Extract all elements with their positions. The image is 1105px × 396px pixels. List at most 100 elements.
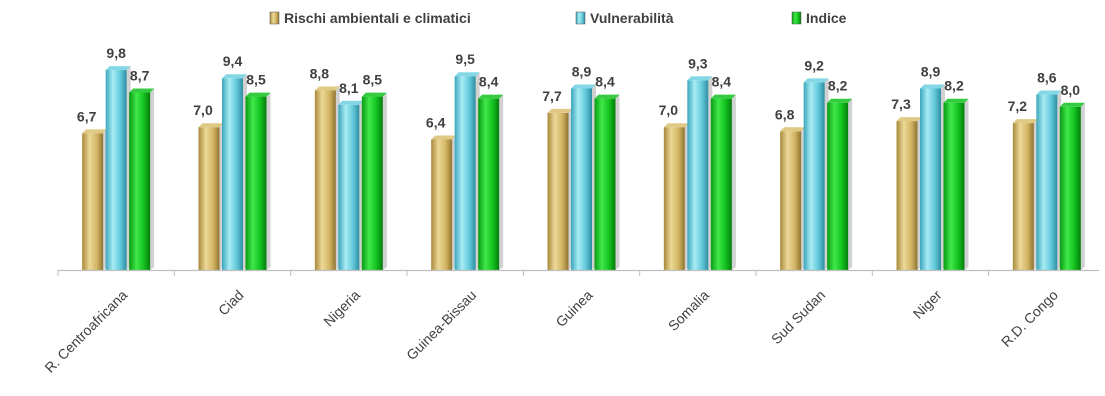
bar-top-indice-guinea [594,94,620,99]
data-label-indice-sud-sudan: 8,2 [828,78,848,94]
bar-top-vulnerabilita-niger [920,84,945,89]
tick-label-sud-sudan: Sud Sudan [768,287,828,347]
bar-indice-nigeria [361,96,383,270]
data-label-vulnerabilita-sud-sudan: 9,2 [804,57,824,73]
bar-top-indice-r-centroafricana [129,88,155,93]
bar-top-rischi-ambientali-e-climatici-ciad [198,123,224,128]
bar-side-indice-nigeria [382,92,387,270]
tick-label-ciad: Ciad [215,287,247,319]
bar-indice-guinea-bissau [478,98,500,270]
bar-side-indice-guinea [615,94,620,270]
bar-top-rischi-ambientali-e-climatici-guinea-bissau [431,135,457,140]
bar-indice-niger [943,102,965,270]
bar-top-vulnerabilita-r-d-congo [1036,90,1062,95]
bar-rischi-ambientali-e-climatici-r-centroafricana [82,133,104,270]
bar-indice-sud-sudan [827,102,849,270]
data-label-rischi-ambientali-e-climatici-r-d-congo: 7,2 [1008,98,1028,114]
bar-rischi-ambientali-e-climatici-r-d-congo [1012,123,1034,271]
bar-side-indice-r-centroafricana [150,88,155,271]
bar-rischi-ambientali-e-climatici-guinea [547,112,569,270]
bar-vulnerabilita-nigeria [338,104,360,270]
bar-top-vulnerabilita-somalia [687,76,713,81]
data-label-indice-nigeria: 8,5 [363,72,383,88]
bar-top-rischi-ambientali-e-climatici-sud-sudan [780,127,806,132]
tick-label-nigeria: Nigeria [320,287,363,330]
data-label-vulnerabilita-nigeria: 8,1 [339,80,359,96]
bar-top-vulnerabilita-r-centroafricana [105,66,131,71]
data-label-indice-r-d-congo: 8,0 [1061,82,1081,98]
bar-top-rischi-ambientali-e-climatici-r-d-congo [1012,119,1038,124]
data-label-vulnerabilita-ciad: 9,4 [223,53,243,69]
bar-side-indice-guinea-bissau [499,94,504,270]
data-label-vulnerabilita-r-d-congo: 8,6 [1037,70,1057,86]
data-label-indice-ciad: 8,5 [246,72,266,88]
bar-vulnerabilita-guinea-bissau [454,76,476,270]
legend-swatch-indice [791,11,802,25]
data-label-rischi-ambientali-e-climatici-nigeria: 8,8 [310,65,330,81]
bar-indice-r-centroafricana [129,92,151,271]
bar-vulnerabilita-r-centroafricana [105,70,127,270]
bar-top-vulnerabilita-ciad [222,74,247,79]
bar-rischi-ambientali-e-climatici-sud-sudan [780,131,802,270]
bar-side-indice-sud-sudan [848,98,853,270]
data-label-rischi-ambientali-e-climatici-somalia: 7,0 [659,102,679,118]
bar-top-indice-guinea-bissau [478,94,504,99]
data-label-vulnerabilita-r-centroafricana: 9,8 [106,45,126,61]
bar-indice-somalia [710,98,732,270]
data-label-vulnerabilita-guinea-bissau: 9,5 [455,51,475,67]
data-label-rischi-ambientali-e-climatici-sud-sudan: 6,8 [775,106,795,122]
legend-swatch-vulnerabilita [575,11,586,25]
tick-label-niger: Niger [910,287,945,322]
bar-top-rischi-ambientali-e-climatici-guinea [547,108,573,113]
bar-vulnerabilita-ciad [222,78,243,271]
data-label-rischi-ambientali-e-climatici-niger: 7,3 [891,96,911,112]
bars-layer: 6,79,88,77,09,48,5 8,88,18,56,49,58,47,78… [77,45,1085,271]
data-label-rischi-ambientali-e-climatici-ciad: 7,0 [193,102,213,118]
data-label-indice-r-centroafricana: 8,7 [130,68,150,84]
data-label-vulnerabilita-somalia: 9,3 [688,55,708,71]
bar-top-indice-r-d-congo [1059,102,1085,107]
bar-indice-r-d-congo [1059,106,1081,270]
legend-label-rischi-ambientali-e-climatici: Rischi ambientali e climatici [284,10,471,26]
data-label-indice-guinea: 8,4 [595,74,615,90]
bar-top-vulnerabilita-sud-sudan [803,78,829,83]
legend: Rischi ambientali e climatici Vulnerabili… [269,10,847,26]
bar-side-indice-somalia [731,94,736,270]
bar-top-rischi-ambientali-e-climatici-somalia [663,123,689,128]
data-label-indice-niger: 8,2 [944,78,964,94]
bar-vulnerabilita-guinea [571,88,592,270]
tick-label-guinea: Guinea [552,287,595,330]
bar-vulnerabilita-sud-sudan [803,82,825,270]
tick-label-guinea-bissau: Guinea-Bissau [403,287,479,363]
bar-side-indice-niger [964,98,969,270]
bar-indice-ciad [245,96,267,270]
bar-side-indice-ciad [266,92,271,270]
x-axis: R. Centroafricana Ciad Nigeria Guinea-Bissa… [41,269,1099,376]
bar-rischi-ambientali-e-climatici-somalia [663,127,685,270]
data-label-indice-guinea-bissau: 8,4 [479,74,499,90]
legend-label-indice: Indice [806,10,847,26]
data-label-indice-somalia: 8,4 [712,74,732,90]
bar-side-indice-r-d-congo [1080,102,1085,270]
bar-rischi-ambientali-e-climatici-niger [896,121,918,270]
tick-label-somalia: Somalia [665,287,712,334]
bar-rischi-ambientali-e-climatici-guinea-bissau [431,139,453,270]
bar-top-rischi-ambientali-e-climatici-niger [896,117,922,122]
data-label-vulnerabilita-guinea: 8,9 [572,63,592,79]
tick-label-r-d-congo: R.D. Congo [998,287,1061,350]
bar-indice-guinea [594,98,616,270]
legend-swatch-rischi-ambientali-e-climatici [269,11,280,25]
bar-top-vulnerabilita-nigeria [338,100,364,105]
bar-top-indice-sud-sudan [827,98,853,103]
data-label-rischi-ambientali-e-climatici-guinea: 7,7 [542,88,562,104]
bar-top-indice-ciad [245,92,271,97]
bar-top-vulnerabilita-guinea [571,84,596,89]
bar-vulnerabilita-somalia [687,80,709,270]
bar-vulnerabilita-niger [920,88,941,270]
bar-vulnerabilita-r-d-congo [1036,94,1058,270]
data-label-rischi-ambientali-e-climatici-r-centroafricana: 6,7 [77,108,97,124]
bar-rischi-ambientali-e-climatici-ciad [198,127,220,270]
tick-label-r-centroafricana: R. Centroafricana [41,287,130,376]
bar-top-rischi-ambientali-e-climatici-nigeria [314,86,340,91]
